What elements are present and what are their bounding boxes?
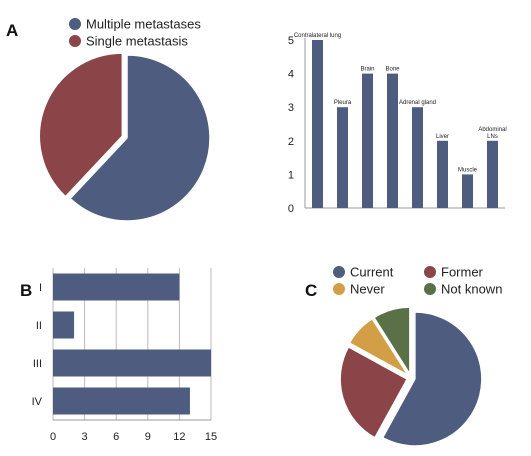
legend-marker-single-metastasis xyxy=(69,35,81,47)
bar-chart-sites: 0 1 2 3 4 5 Contralateral lung Pleura Brain Bone A… xyxy=(288,33,507,215)
bar-label-contralateral-lung: Contralateral lung xyxy=(294,33,341,39)
panel-label-c: C xyxy=(305,281,317,300)
panel-label-b: B xyxy=(20,281,32,300)
panel-label-a: A xyxy=(6,21,18,40)
bar-abdominal-lns xyxy=(487,140,498,208)
bar-stage-i xyxy=(53,273,180,301)
legend-metastases: Multiple metastases Single metastasis xyxy=(69,17,201,49)
pie-chart-smoking xyxy=(339,306,483,447)
bar-label-abdominal-lns: Abdominal LNs xyxy=(478,127,506,140)
y-tick-label-ii: II xyxy=(36,320,42,332)
legend-smoking: Current Former Never Not known xyxy=(333,265,502,297)
x-tick-label: 0 xyxy=(50,431,56,443)
bar-contralateral-lung xyxy=(312,40,323,208)
legend-label-former: Former xyxy=(441,265,484,280)
bar-bone xyxy=(387,73,398,208)
legend-label-current: Current xyxy=(350,265,394,280)
y-tick-label: 4 xyxy=(288,69,294,81)
legend-marker-never xyxy=(333,283,345,295)
bar-liver xyxy=(437,140,448,208)
x-tick-label: 6 xyxy=(113,431,119,443)
bar-label-pleura: Pleura xyxy=(334,100,352,106)
bar-label-muscle: Muscle xyxy=(458,167,478,173)
y-tick-label: 1 xyxy=(288,169,294,181)
legend-marker-current xyxy=(333,266,345,278)
pie-chart-metastases xyxy=(38,52,211,222)
legend-label-not-known: Not known xyxy=(441,282,502,297)
legend-marker-not-known xyxy=(424,283,436,295)
bar-label-adrenal-gland: Adrenal gland xyxy=(399,100,436,106)
bar-stage-iii xyxy=(53,349,211,377)
bar-stage-ii xyxy=(53,311,75,339)
y-tick-label-iv: IV xyxy=(32,396,43,408)
bar-muscle xyxy=(462,174,473,208)
x-tick-label: 3 xyxy=(82,431,88,443)
y-tick-label: 2 xyxy=(288,136,294,148)
y-tick-label: 3 xyxy=(288,102,294,114)
x-tick-label: 12 xyxy=(173,431,185,443)
y-tick-label-iii: III xyxy=(33,358,42,370)
bar-adrenal-gland xyxy=(412,107,423,208)
legend-label-never: Never xyxy=(350,282,385,297)
bar-stage-iv xyxy=(53,387,190,415)
legend-label-single-metastasis: Single metastasis xyxy=(86,34,188,49)
bar-brain xyxy=(362,73,373,208)
bar-label-brain: Brain xyxy=(360,67,374,73)
pie-slice-multiple-metastases xyxy=(69,54,211,222)
legend-label-multiple-metastases: Multiple metastases xyxy=(86,17,201,32)
bar-label-liver: Liver xyxy=(436,134,449,140)
bar-pleura xyxy=(337,107,348,208)
x-tick-label: 9 xyxy=(145,431,151,443)
y-tick-label: 5 xyxy=(288,35,294,47)
pie-slice-never xyxy=(348,317,409,376)
x-tick-label: 15 xyxy=(205,431,217,443)
legend-marker-former xyxy=(424,266,436,278)
legend-marker-multiple-metastases xyxy=(69,18,81,30)
bar-label-bone: Bone xyxy=(385,67,400,73)
y-tick-label: 0 xyxy=(288,203,294,215)
pie-slice-not-known xyxy=(372,306,411,377)
y-tick-label-i: I xyxy=(39,282,42,294)
pie-slice-current xyxy=(381,311,483,447)
pie-slice-former xyxy=(339,345,409,439)
pie-slice-single-metastasis xyxy=(38,52,124,198)
